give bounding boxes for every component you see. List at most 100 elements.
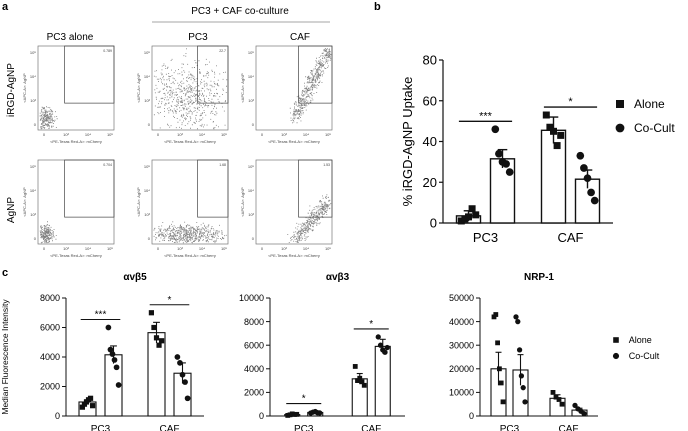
data-point-circle <box>491 125 500 134</box>
data-point-square <box>500 399 506 405</box>
legend-label: Co-Cult <box>634 121 675 135</box>
flow-x-tick: 10⁴ <box>85 132 91 137</box>
data-point-square <box>546 123 554 131</box>
data-point-circle <box>317 410 323 416</box>
flow-cytometry-panel: PC3 alone PC3 + CAF co-culture PC3 CAF i… <box>6 6 333 258</box>
flow-gate-value: 0.789 <box>103 49 112 53</box>
flow-y-tick: 0 <box>252 236 255 241</box>
data-point-circle <box>377 342 384 348</box>
y-tick-label: 8000 <box>244 317 264 327</box>
flow-y-caption: <APC-A>: AgNP <box>240 73 245 103</box>
data-point-circle <box>105 324 112 331</box>
chart-c-avb5: αvβ5 0 2000 4000 6000 8000 Median Fluorescence… <box>0 272 204 431</box>
y-tick-label: 40 <box>423 134 437 149</box>
flow-plot-1-2: 1.53 0 10³ 10⁴ 10⁵ 0 10³ 10⁴ 10⁵ <PE-Texas Red-A>… <box>240 159 333 258</box>
data-point-circle <box>590 196 599 205</box>
legend-marker-square <box>616 100 624 108</box>
data-point-circle <box>382 349 388 355</box>
data-point-circle <box>580 164 588 172</box>
data-point-circle <box>107 346 114 353</box>
flow-y-tick: 0 <box>252 122 255 127</box>
y-tick-label: 4000 <box>40 352 60 362</box>
flow-y-tick: 10⁵ <box>144 50 150 55</box>
data-point-square <box>553 142 561 150</box>
flow-y-tick: 10⁴ <box>144 74 150 79</box>
flow-plot-0-2: 79.3 0 10³ 10⁴ 10⁵ 0 10³ 10⁴ 10⁵ <PE-Texas Red-A>… <box>240 45 333 144</box>
flow-y-tick: 10⁵ <box>30 164 36 169</box>
flow-x-caption: <PE-Texas Red-A>: mCherry <box>50 139 102 144</box>
y-tick-label: 40000 <box>449 317 474 327</box>
flow-y-tick: 0 <box>34 236 37 241</box>
data-point-square <box>465 213 472 221</box>
data-point-square <box>553 394 559 400</box>
flow-y-tick: 10⁴ <box>30 188 36 193</box>
data-point-circle <box>113 364 120 371</box>
chart-c-nrp1: NRP-1 0 10000 20000 30000 40000 50000 PC3 CAF Alo… <box>449 272 660 431</box>
flow-plot-0-0: 0.789 0 10³ 10⁴ 10⁵ 0 10³ 10⁴ 10⁵ <PE-Texas Red-A… <box>22 45 115 144</box>
legend-label: Alone <box>629 335 652 345</box>
data-point-square <box>472 211 480 219</box>
flow-y-caption: <APC-A>: AgNP <box>22 73 27 103</box>
flow-gate <box>197 45 229 104</box>
data-point-square <box>559 401 565 407</box>
data-point-square <box>90 403 96 409</box>
data-point-circle <box>576 151 585 160</box>
data-point-square <box>493 312 499 317</box>
x-category-label: CAF <box>160 424 180 431</box>
chart-title: αvβ3 <box>326 272 350 283</box>
flow-x-tick: 0 <box>261 132 264 137</box>
flow-x-tick: 10³ <box>281 132 287 137</box>
flow-col-title-caf: CAF <box>290 32 310 43</box>
flow-gate-value: 79.3 <box>323 49 330 53</box>
data-point-circle <box>179 371 186 378</box>
x-category-label: PC3 <box>500 424 520 431</box>
flow-plot-1-1: 1.68 0 10³ 10⁴ 10⁵ 0 10³ 10⁴ 10⁵ <PE-Texas Red-A>… <box>136 159 229 258</box>
panel-letter-c: c <box>2 267 8 279</box>
flow-gate-value: 1.68 <box>219 163 226 167</box>
data-point-square <box>159 338 165 344</box>
y-tick-label: 6000 <box>40 323 60 333</box>
y-tick-label: 2000 <box>244 388 264 398</box>
y-axis-label: % iRGD-AgNP Uptake <box>400 77 415 207</box>
flow-gate <box>64 159 115 218</box>
flow-x-tick: 0 <box>261 246 264 251</box>
data-point-circle <box>495 149 503 158</box>
flow-x-tick: 10⁵ <box>325 132 331 137</box>
y-tick-label: 0 <box>469 411 474 421</box>
flow-x-tick: 10³ <box>281 246 287 251</box>
chart-b: 0 20 40 60 80 % iRGD-AgNP Uptake PC3 *** CAF * Alo… <box>400 53 675 245</box>
y-tick-label: 0 <box>430 216 437 231</box>
data-point-circle <box>516 347 523 353</box>
data-point-circle <box>384 344 390 351</box>
flow-gate <box>197 159 229 218</box>
data-point-square <box>557 131 565 139</box>
flow-y-tick: 0 <box>34 122 37 127</box>
data-point-square <box>148 310 154 316</box>
y-tick-label: 8000 <box>40 293 60 303</box>
data-point-square <box>153 335 160 341</box>
bar <box>374 345 391 417</box>
data-point-circle <box>109 351 116 357</box>
x-category-label: CAF <box>361 424 381 431</box>
flow-x-tick: 0 <box>43 246 46 251</box>
panel-letter-b: b <box>374 1 381 13</box>
data-point-square <box>352 364 358 369</box>
flow-y-tick: 10⁴ <box>248 188 254 193</box>
data-point-square <box>457 217 465 225</box>
data-point-square <box>550 390 556 395</box>
data-point-circle <box>184 395 191 402</box>
flow-dots <box>39 106 58 130</box>
flow-y-caption: <APC-A>: AgNP <box>240 187 245 217</box>
data-point-square <box>294 411 300 417</box>
flow-y-tick: 10⁴ <box>30 74 36 79</box>
data-point-circle <box>581 411 587 417</box>
flow-plot-frame <box>255 45 333 131</box>
flow-y-tick: 10³ <box>248 98 254 103</box>
flow-x-tick: 0 <box>157 132 160 137</box>
y-tick-label: 4000 <box>244 364 264 374</box>
flow-x-caption: <PE-Texas Red-A>: mCherry <box>164 253 216 258</box>
data-point-circle <box>518 373 525 379</box>
significance-label: * <box>568 96 573 108</box>
flow-y-tick: 10⁴ <box>144 188 150 193</box>
